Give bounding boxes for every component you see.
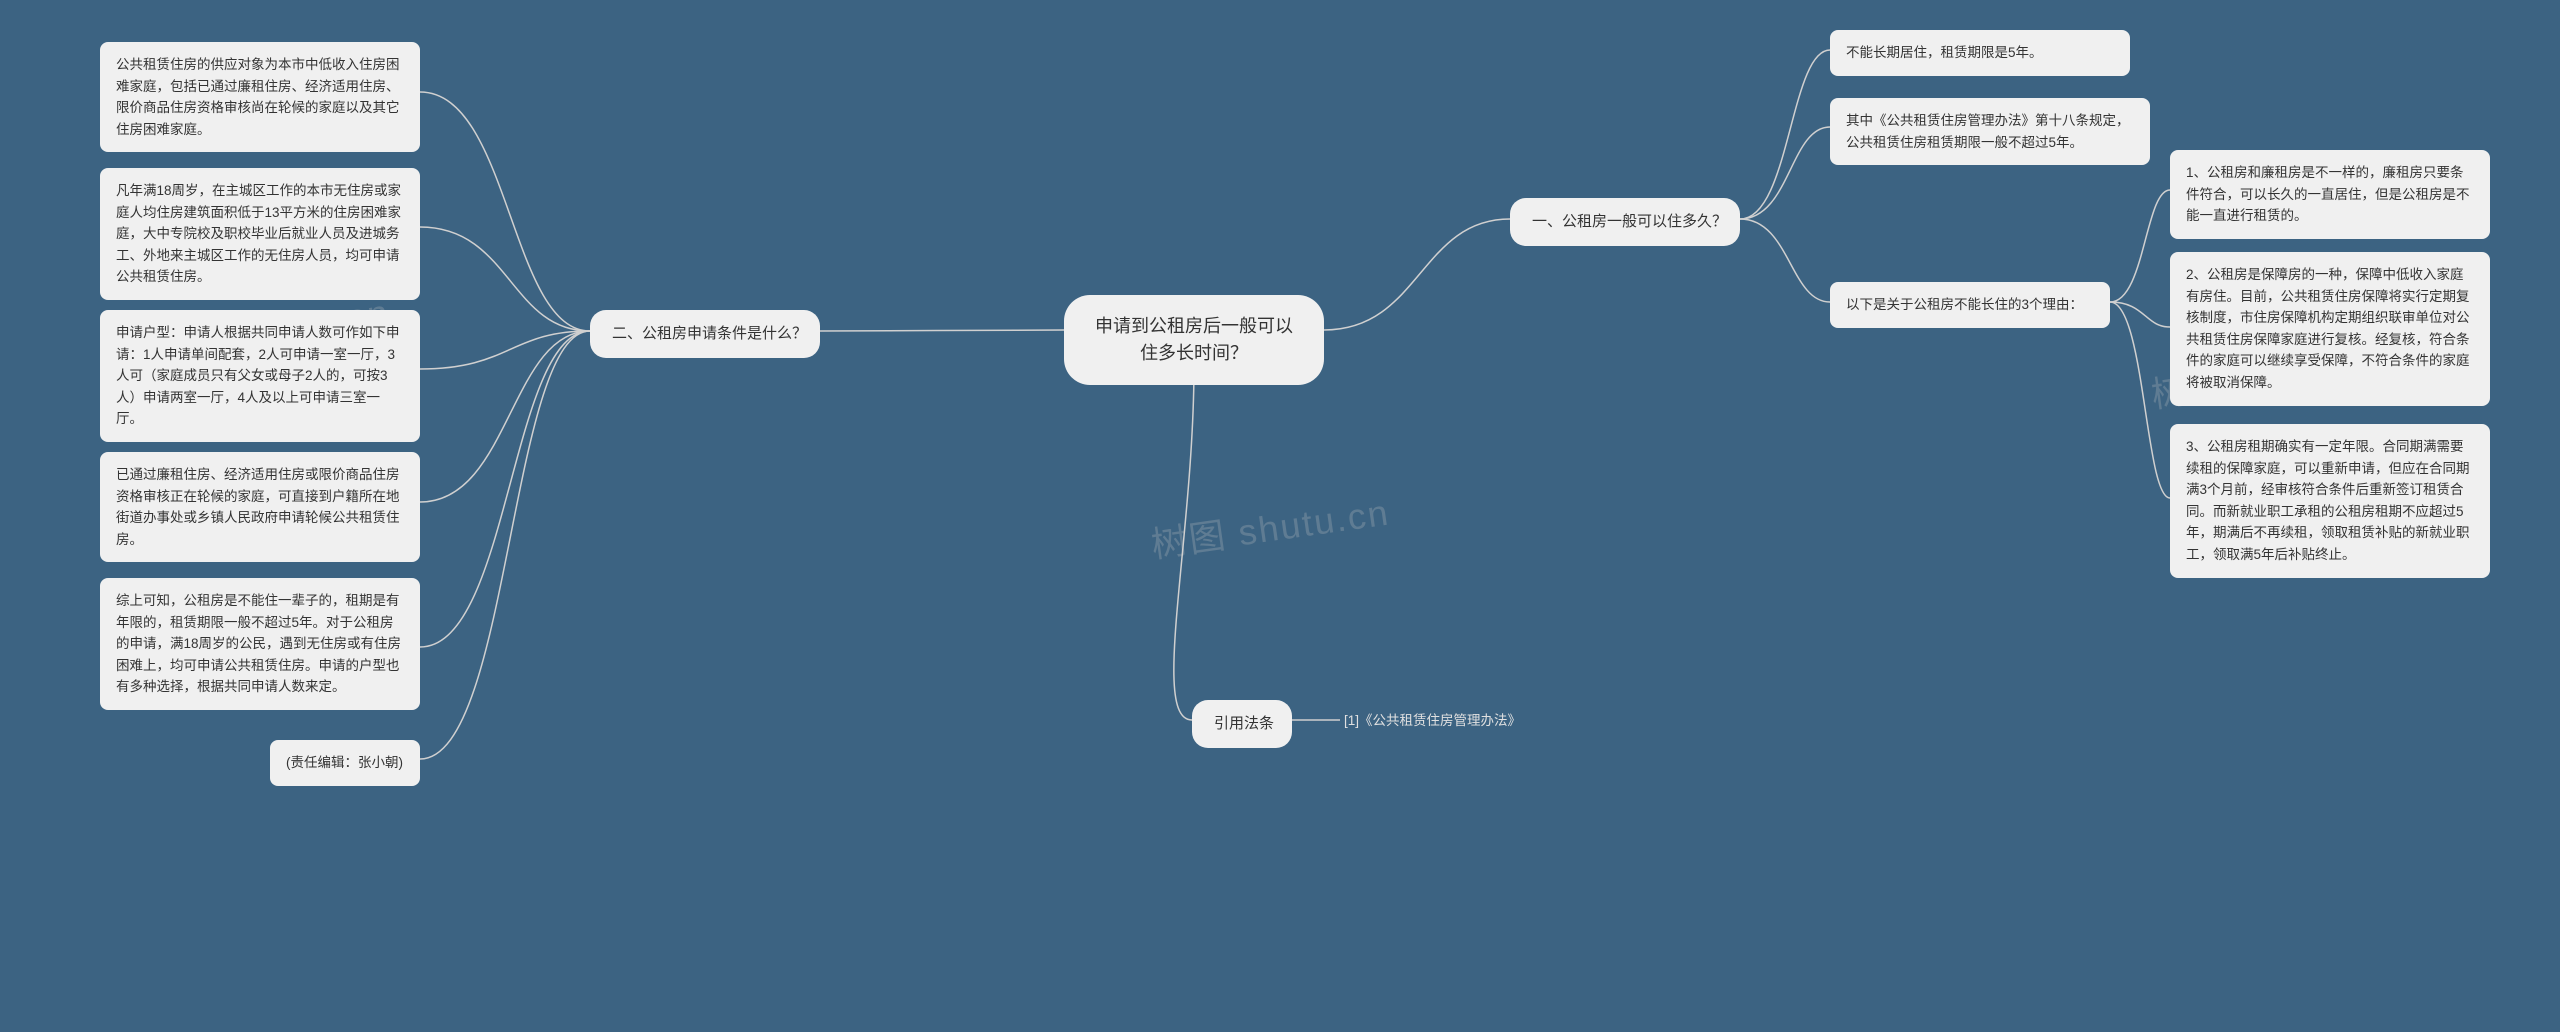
right-branch-0-leaf-2-sub-1: 2、公租房是保障房的一种，保障中低收入家庭有房住。目前，公共租赁住房保障将实行定… (2170, 252, 2490, 406)
left-leaf-1: 凡年满18周岁，在主城区工作的本市无住房或家庭人均住房建筑面积低于13平方米的住… (100, 168, 420, 300)
left-leaf-5: (责任编辑：张小朝) (270, 740, 420, 786)
right-branch-0: 一、公租房一般可以住多久？ (1510, 198, 1740, 246)
left-leaf-0: 公共租赁住房的供应对象为本市中低收入住房困难家庭，包括已通过廉租住房、经济适用住… (100, 42, 420, 152)
right-branch-0-leaf-0: 不能长期居住，租赁期限是5年。 (1830, 30, 2130, 76)
left-leaf-3: 已通过廉租住房、经济适用住房或限价商品住房资格审核正在轮候的家庭，可直接到户籍所… (100, 452, 420, 562)
left-leaf-2: 申请户型：申请人根据共同申请人数可作如下申请：1人申请单间配套，2人可申请一室一… (100, 310, 420, 442)
left-leaf-4: 综上可知，公租房是不能住一辈子的，租期是有年限的，租赁期限一般不超过5年。对于公… (100, 578, 420, 710)
right-branch-0-leaf-1: 其中《公共租赁住房管理办法》第十八条规定，公共租赁住房租赁期限一般不超过5年。 (1830, 98, 2150, 165)
right-branch-1-leaf-0: [1]《公共租赁住房管理办法》 (1340, 702, 1560, 740)
left-branch: 二、公租房申请条件是什么？ (590, 310, 820, 358)
right-branch-0-leaf-2-sub-2: 3、公租房租期确实有一定年限。合同期满需要续租的保障家庭，可以重新申请，但应在合… (2170, 424, 2490, 578)
right-branch-1: 引用法条 (1192, 700, 1292, 748)
center-topic: 申请到公租房后一般可以住多长时间？ (1064, 295, 1324, 385)
watermark: 树图 shutu.cn (1148, 484, 1393, 569)
right-branch-0-leaf-2-sub-0: 1、公租房和廉租房是不一样的，廉租房只要条件符合，可以长久的一直居住，但是公租房… (2170, 150, 2490, 239)
right-branch-0-leaf-2: 以下是关于公租房不能长住的3个理由： (1830, 282, 2110, 328)
